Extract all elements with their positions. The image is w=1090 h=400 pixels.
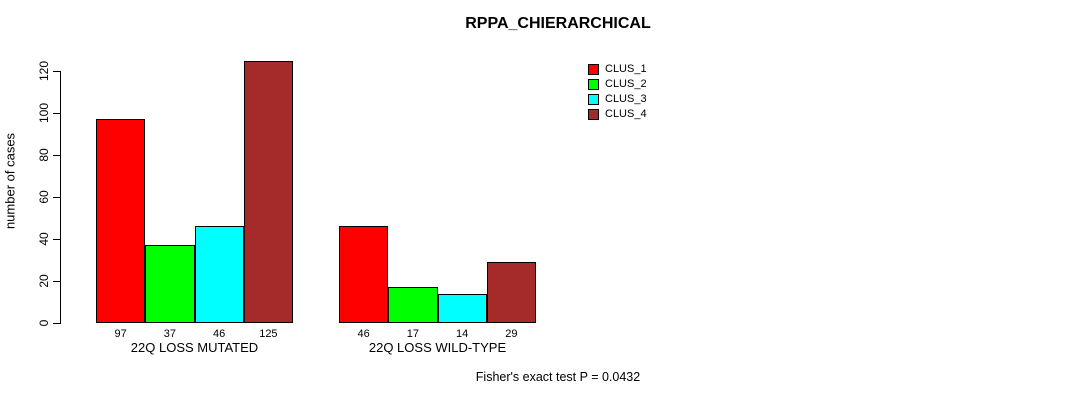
bar-value-label: 37 bbox=[163, 328, 176, 340]
y-axis-title: number of cases bbox=[2, 132, 18, 230]
bar-value-label: 125 bbox=[259, 328, 278, 340]
y-tick-0 bbox=[53, 323, 60, 324]
bar-clus_1-group1 bbox=[96, 119, 146, 323]
bar-value-label: 97 bbox=[114, 328, 127, 340]
bar-value-label: 17 bbox=[406, 328, 419, 340]
y-tick-label-80: 80 bbox=[37, 148, 51, 162]
legend-item-clus-1: CLUS_1 bbox=[588, 64, 647, 75]
chart-title: RPPA_CHIERARCHICAL bbox=[465, 15, 651, 32]
legend-item-clus-4: CLUS_4 bbox=[588, 109, 647, 120]
y-tick-80 bbox=[53, 155, 60, 156]
legend-label-clus-2: CLUS_2 bbox=[605, 78, 647, 90]
y-tick-120 bbox=[53, 71, 60, 72]
y-tick-label-60: 60 bbox=[37, 190, 51, 204]
bar-value-label: 46 bbox=[213, 328, 226, 340]
legend-item-clus-2: CLUS_2 bbox=[588, 79, 647, 90]
y-axis-line bbox=[60, 71, 61, 324]
y-tick-40 bbox=[53, 239, 60, 240]
y-tick-60 bbox=[53, 197, 60, 198]
legend-label-clus-1: CLUS_1 bbox=[605, 63, 647, 75]
legend-label-clus-3: CLUS_3 bbox=[605, 93, 647, 105]
bar-clus_3-group1 bbox=[194, 226, 244, 323]
legend-item-clus-3: CLUS_3 bbox=[588, 94, 647, 105]
bar-clus_2-group1 bbox=[145, 245, 195, 323]
bar-clus_4-group1 bbox=[243, 60, 293, 323]
y-tick-label-20: 20 bbox=[37, 274, 51, 288]
legend: CLUS_1 CLUS_2 CLUS_3 CLUS_4 bbox=[588, 64, 647, 124]
bar-clus_3-group2 bbox=[437, 293, 487, 323]
legend-swatch-clus-2-icon bbox=[588, 79, 599, 90]
stat-note: Fisher's exact test P = 0.0432 bbox=[475, 370, 641, 384]
legend-swatch-clus-1-icon bbox=[588, 64, 599, 75]
y-tick-label-100: 100 bbox=[37, 102, 51, 124]
bar-clus_4-group2 bbox=[486, 262, 536, 323]
y-tick-20 bbox=[53, 281, 60, 282]
bar-value-label: 46 bbox=[357, 328, 370, 340]
bar-clus_2-group2 bbox=[388, 287, 438, 323]
bar-value-label: 14 bbox=[456, 328, 469, 340]
y-tick-100 bbox=[53, 113, 60, 114]
legend-swatch-clus-3-icon bbox=[588, 94, 599, 105]
bar-value-label: 29 bbox=[505, 328, 518, 340]
y-tick-label-0: 0 bbox=[37, 319, 51, 327]
y-tick-label-120: 120 bbox=[37, 60, 51, 82]
x-category-label: 22Q LOSS WILD-TYPE bbox=[368, 340, 507, 355]
y-tick-label-40: 40 bbox=[37, 232, 51, 246]
x-category-label: 22Q LOSS MUTATED bbox=[130, 340, 259, 355]
legend-label-clus-4: CLUS_4 bbox=[605, 108, 647, 120]
bar-clus_1-group2 bbox=[339, 226, 389, 323]
legend-swatch-clus-4-icon bbox=[588, 109, 599, 120]
